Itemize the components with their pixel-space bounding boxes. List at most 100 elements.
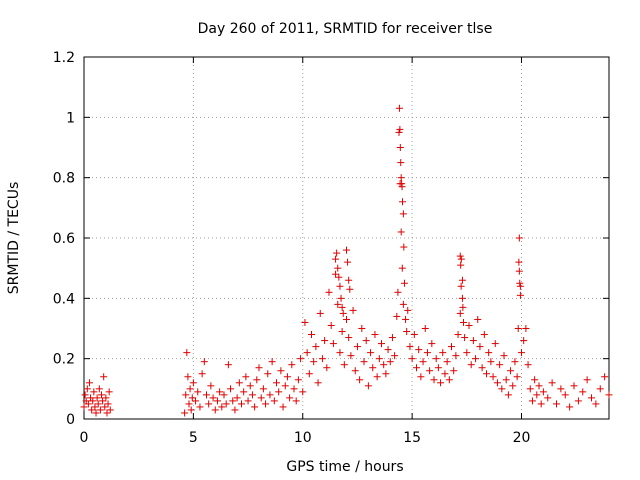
data-point [518, 349, 525, 357]
data-point [257, 394, 265, 402]
data-point [391, 352, 399, 360]
data-point [460, 318, 468, 326]
data-point [362, 337, 370, 345]
data-point [487, 358, 495, 366]
data-point [515, 267, 523, 275]
data-point [380, 361, 388, 369]
data-point [454, 331, 462, 339]
data-point [513, 373, 521, 381]
data-point [98, 391, 105, 399]
data-point [275, 388, 283, 396]
data-point [189, 379, 197, 387]
data-point [85, 379, 93, 387]
data-point [478, 364, 486, 372]
data-point [338, 303, 346, 311]
data-point [218, 403, 226, 411]
data-point [423, 349, 431, 357]
data-point [566, 403, 574, 411]
data-point [242, 373, 250, 381]
data-point [279, 403, 287, 411]
data-point [233, 394, 241, 402]
data-point [358, 325, 366, 332]
data-point [325, 288, 333, 296]
data-point [515, 234, 523, 242]
data-point [301, 318, 309, 326]
data-point [516, 279, 524, 287]
data-point [469, 337, 477, 345]
data-point [321, 337, 329, 345]
data-point [308, 331, 315, 339]
data-point [402, 315, 410, 323]
data-point [393, 312, 401, 320]
data-point [443, 358, 451, 366]
data-point [333, 249, 341, 257]
data-point [428, 340, 436, 348]
y-tick-label: 0.6 [53, 231, 75, 247]
data-point [485, 349, 493, 357]
data-point [286, 394, 294, 402]
data-point [248, 391, 256, 399]
data-point [398, 264, 406, 272]
data-point [238, 400, 245, 408]
data-point [480, 331, 488, 339]
data-point [96, 406, 104, 414]
data-point [314, 379, 322, 387]
data-point [262, 400, 270, 408]
data-point [531, 376, 539, 384]
data-point [441, 370, 449, 378]
data-point [290, 385, 298, 393]
data-point [102, 394, 110, 402]
data-point [305, 370, 313, 378]
data-point [336, 349, 344, 357]
data-point [213, 397, 221, 405]
data-point [92, 409, 100, 417]
y-tick-label: 0 [66, 412, 75, 428]
data-point [216, 388, 224, 396]
data-point [500, 352, 508, 360]
data-point [332, 270, 340, 278]
data-point [504, 391, 512, 399]
data-point [356, 376, 364, 384]
data-point [209, 394, 217, 402]
data-point [343, 315, 350, 323]
data-point [561, 391, 569, 399]
data-point [491, 340, 499, 348]
data-point [360, 358, 368, 366]
data-point [382, 370, 390, 378]
data-point [81, 391, 89, 399]
data-point [196, 403, 204, 411]
data-point [345, 276, 353, 284]
data-point [592, 400, 600, 408]
data-point [516, 291, 524, 299]
data-point [483, 370, 490, 378]
data-point [408, 355, 416, 363]
data-point [476, 343, 484, 351]
data-point [452, 352, 460, 360]
data-point [445, 376, 453, 384]
data-point [340, 361, 348, 369]
data-point [273, 379, 280, 387]
data-point [386, 358, 394, 366]
data-point [398, 183, 406, 191]
data-point [299, 388, 307, 396]
data-point [404, 306, 412, 314]
data-point [268, 358, 276, 366]
data-point [533, 391, 541, 399]
data-point [344, 258, 352, 266]
data-point [200, 358, 208, 366]
data-point [570, 382, 578, 390]
data-point [557, 385, 565, 393]
data-point [104, 400, 112, 408]
data-point [384, 346, 392, 354]
data-point [605, 391, 613, 399]
data-point [334, 300, 342, 308]
data-point [439, 349, 447, 357]
data-point [489, 373, 497, 381]
data-point [448, 343, 455, 351]
data-point [312, 343, 320, 351]
data-point [351, 367, 359, 375]
data-point [183, 349, 191, 357]
data-point [294, 376, 302, 384]
data-point [318, 355, 326, 363]
